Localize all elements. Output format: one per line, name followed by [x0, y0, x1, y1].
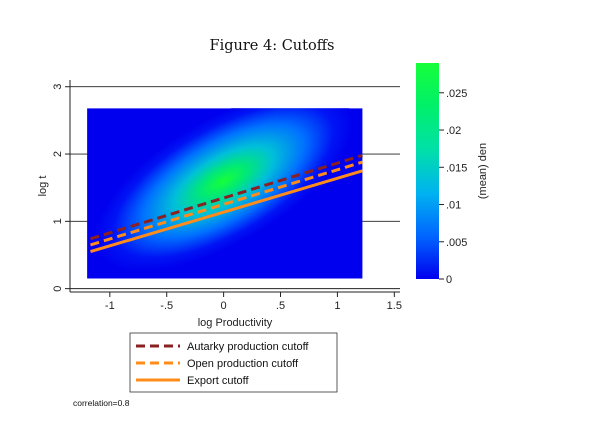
legend: Autarky production cutoff Open production… — [129, 332, 338, 393]
y-axis-label: log t — [37, 176, 49, 197]
cutoff-lines — [90, 153, 363, 254]
x-tick-label: 1.5 — [387, 300, 402, 312]
y-tick-label: 2 — [52, 151, 64, 157]
colorbar-tick-label: .01 — [446, 200, 461, 212]
legend-label: Open production cutoff — [187, 358, 299, 370]
x-tick-label: 1 — [334, 300, 340, 312]
colorbar: 0 .005 .01 .015 .02 .025 (mean) den — [416, 63, 489, 286]
colorbar-tick-label: 0 — [446, 274, 452, 286]
density-peak — [94, 108, 353, 272]
cutoff-line-3 — [90, 169, 363, 254]
chart-title: Figure 4: Cutoffs — [210, 38, 335, 54]
y-axis-ticks: 0 1 2 3 — [52, 84, 70, 292]
y-tick-label: 3 — [52, 84, 64, 90]
cutoff-line-1 — [90, 153, 363, 241]
x-tick-label: -1 — [105, 300, 115, 312]
axes — [69, 80, 400, 293]
legend-label: Export cutoff — [187, 375, 249, 387]
colorbar-tick-label: .005 — [446, 237, 467, 249]
colorbar-label: (mean) den — [477, 143, 489, 199]
correlation-note: correlation=0.8 — [73, 398, 130, 408]
x-tick-label: .5 — [276, 300, 285, 312]
y-tick-label: 1 — [52, 218, 64, 224]
colorbar-ticks: 0 .005 .01 .015 .02 .025 — [439, 88, 467, 286]
colorbar-tick-label: .015 — [446, 162, 467, 174]
colorbar-tick-label: .02 — [446, 125, 461, 137]
colorbar-gradient — [416, 63, 439, 279]
y-tick-label: 0 — [52, 286, 64, 292]
density-heatmap — [87, 108, 363, 279]
x-axis-label: log Productivity — [198, 317, 273, 329]
x-tick-label: 0 — [221, 300, 227, 312]
cutoff-line-2 — [90, 160, 363, 247]
colorbar-tick-label: .025 — [446, 88, 467, 100]
legend-label: Autarky production cutoff — [187, 341, 309, 353]
x-tick-label: -.5 — [160, 300, 173, 312]
x-axis-ticks: -1 -.5 0 .5 1 1.5 — [105, 292, 402, 312]
